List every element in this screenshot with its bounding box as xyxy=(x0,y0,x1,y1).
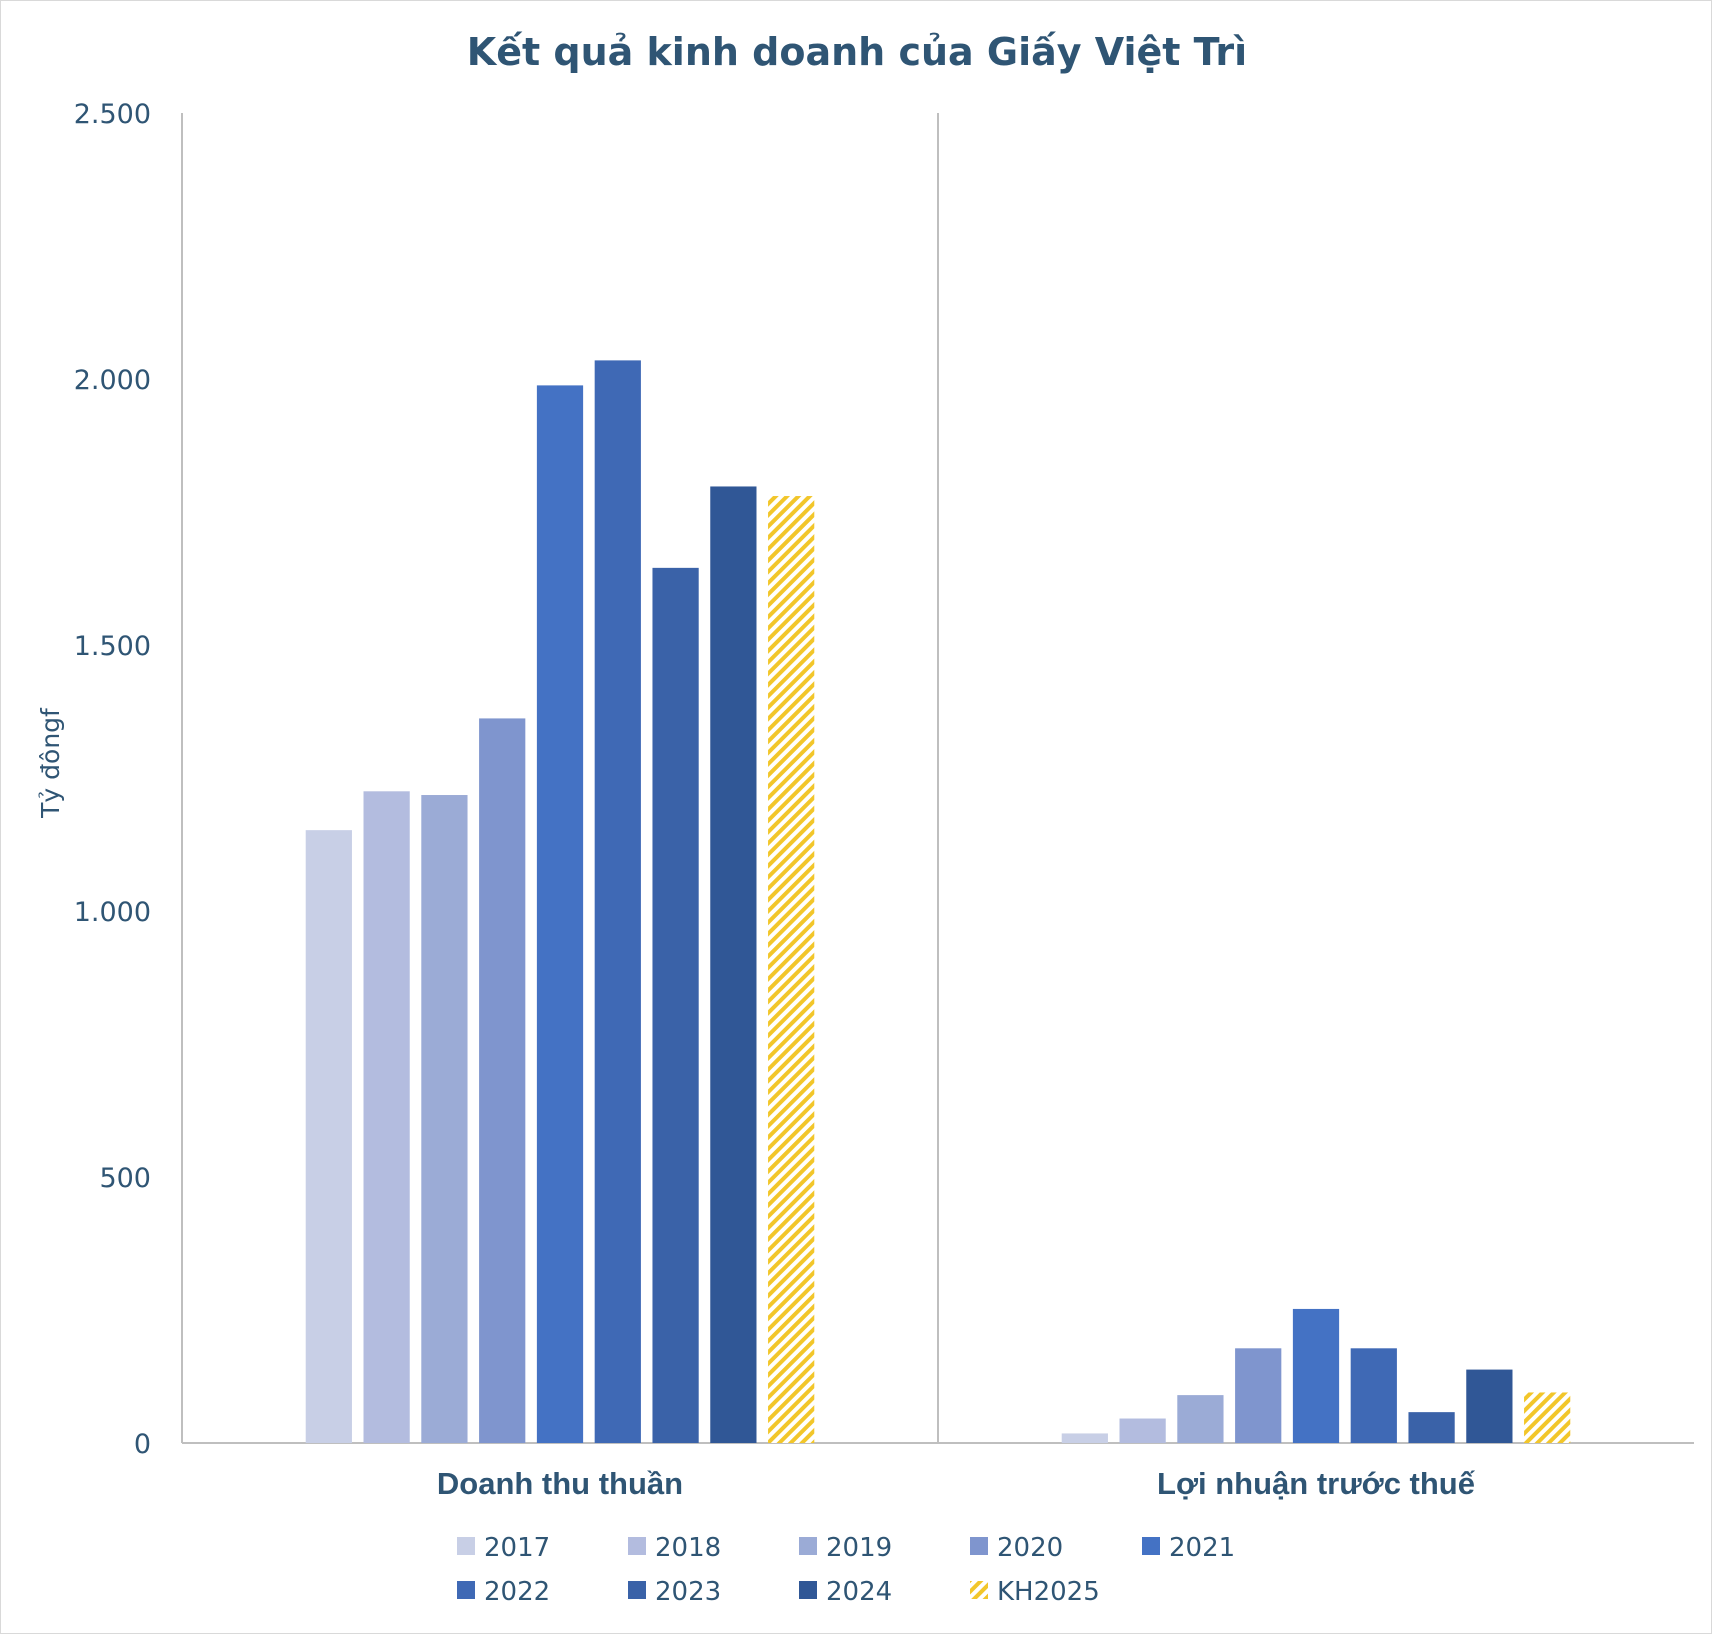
chart-title: Kết quả kinh doanh của Giấy Việt Trì xyxy=(467,30,1247,74)
bar-2020-loi-nhuan xyxy=(1235,1348,1282,1443)
plot-area: 0 500 1.000 1.500 2.000 2.500 Doanh thu thuần L… xyxy=(74,99,1694,1501)
legend-label-2022: 2022 xyxy=(484,1577,550,1607)
legend: 2017 2018 2019 2020 2021 2022 2023 2024 KH2025 xyxy=(457,1533,1235,1607)
y-tick-label: 2.500 xyxy=(74,99,151,130)
bar-2024-loi-nhuan xyxy=(1466,1369,1513,1443)
bar-2021-doanh-thu xyxy=(536,385,584,1443)
legend-swatch-2019 xyxy=(799,1537,817,1555)
bar-2018-doanh-thu xyxy=(363,791,410,1443)
y-tick-label: 1.000 xyxy=(74,897,151,928)
bar-2023-doanh-thu xyxy=(652,567,699,1443)
bar-2022-doanh-thu xyxy=(594,360,641,1443)
y-axis-label: Tỷ đôngf xyxy=(36,707,65,819)
y-tick-label: 500 xyxy=(99,1163,151,1194)
legend-label-2017: 2017 xyxy=(484,1533,550,1563)
bar-2020-doanh-thu xyxy=(479,718,526,1443)
legend-label-KH2025: KH2025 xyxy=(997,1577,1100,1607)
legend-swatch-2022 xyxy=(457,1581,475,1599)
bar-2022-loi-nhuan xyxy=(1350,1348,1397,1443)
bar-KH2025-doanh-thu xyxy=(768,496,815,1443)
x-category-label: Doanh thu thuần xyxy=(437,1466,683,1501)
legend-label-2021: 2021 xyxy=(1169,1533,1235,1563)
bar-2017-doanh-thu xyxy=(305,830,352,1443)
bar-2024-doanh-thu xyxy=(710,486,757,1443)
legend-label-2020: 2020 xyxy=(997,1533,1063,1563)
legend-swatch-KH2025 xyxy=(970,1581,988,1599)
y-tick-label: 0 xyxy=(134,1429,151,1460)
legend-label-2018: 2018 xyxy=(655,1533,721,1563)
legend-swatch-2018 xyxy=(628,1537,646,1555)
legend-swatch-2024 xyxy=(799,1581,817,1599)
legend-label-2019: 2019 xyxy=(826,1533,892,1563)
bar-2021-loi-nhuan xyxy=(1292,1308,1340,1443)
bar-2019-doanh-thu xyxy=(421,795,468,1443)
bar-2017-loi-nhuan xyxy=(1061,1433,1108,1443)
bar-2023-loi-nhuan xyxy=(1408,1412,1455,1443)
legend-label-2023: 2023 xyxy=(655,1577,721,1607)
x-category-label: Lợi nhuận trước thuế xyxy=(1157,1466,1476,1501)
bar-2018-loi-nhuan xyxy=(1119,1418,1166,1443)
y-tick-label: 1.500 xyxy=(74,631,151,662)
legend-label-2024: 2024 xyxy=(826,1577,892,1607)
legend-swatch-2020 xyxy=(970,1537,988,1555)
legend-swatch-2023 xyxy=(628,1581,646,1599)
legend-swatch-2021 xyxy=(1142,1537,1160,1555)
legend-swatch-2017 xyxy=(457,1537,475,1555)
y-tick-label: 2.000 xyxy=(74,365,151,396)
bar-KH2025-loi-nhuan xyxy=(1524,1392,1571,1443)
bar-2019-loi-nhuan xyxy=(1177,1395,1224,1443)
